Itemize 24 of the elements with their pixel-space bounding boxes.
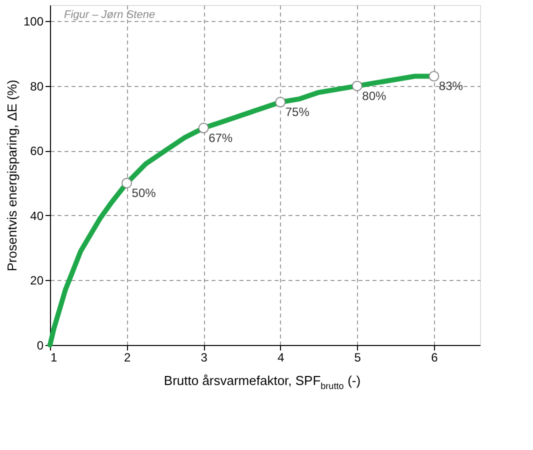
y-tick-label: 0 — [36, 338, 44, 352]
y-tick-label: 60 — [30, 144, 44, 158]
data-label: 80% — [362, 88, 386, 103]
data-label: 83% — [438, 79, 464, 94]
data-label: 75% — [285, 105, 310, 120]
y-tick-label: 80 — [30, 79, 44, 94]
x-tick-label: 3 — [200, 350, 208, 364]
x-tick-label: 5 — [354, 350, 362, 364]
x-tick-label: 4 — [278, 350, 285, 364]
data-label: 67% — [208, 131, 233, 146]
annotation: Figur – Jørn Stene — [64, 9, 156, 21]
point — [428, 71, 440, 82]
y-tick-label: 40 — [30, 208, 44, 223]
x-tick-label: 1 — [50, 350, 58, 364]
point — [122, 178, 132, 188]
y-axis-title: Prosentvis energisparing, ΔE (%) — [4, 80, 20, 272]
point — [352, 80, 362, 92]
point — [275, 96, 286, 108]
point — [198, 122, 209, 134]
x-tick-label: 6 — [431, 350, 438, 364]
y-tick-label: 20 — [30, 274, 44, 288]
y-tick-label: 100 — [23, 14, 44, 29]
data-label: 50% — [132, 186, 156, 200]
x-tick-label: 2 — [124, 350, 131, 364]
